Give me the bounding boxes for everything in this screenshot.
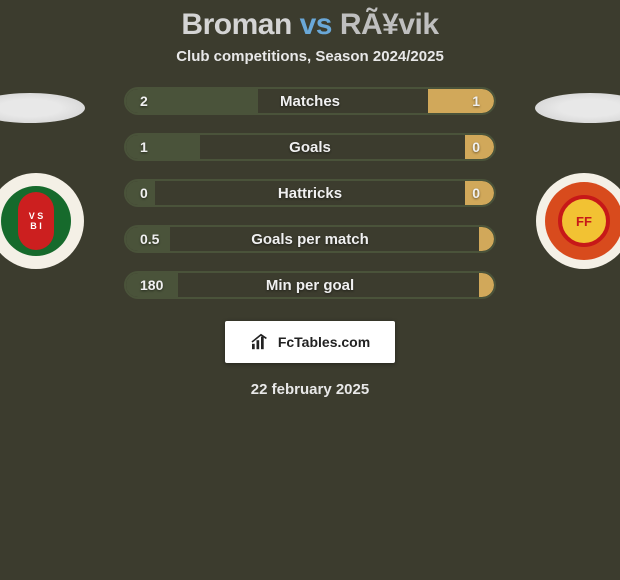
crest-ring: V S B I	[1, 186, 71, 256]
stats-table: 2Matches11Goals00Hattricks00.5Goals per …	[120, 87, 500, 299]
stat-value-left: 0	[126, 185, 196, 201]
stat-value-left: 0.5	[126, 231, 196, 247]
vs-text: vs	[300, 8, 332, 41]
comparison-card: Broman vs RÃ¥vik Club competitions, Seas…	[0, 0, 620, 398]
crest-text: FF	[576, 214, 592, 229]
branding-badge: FcTables.com	[225, 321, 395, 363]
stat-value-left: 1	[126, 139, 196, 155]
crest-ring: FF	[545, 182, 620, 260]
stat-label: Goals per match	[196, 231, 424, 248]
stat-row: 1Goals0	[124, 133, 496, 161]
stat-row: 2Matches1	[124, 87, 496, 115]
main-row: V S B I 2Matches11Goals00Hattricks00.5Go…	[0, 87, 620, 299]
page-title: Broman vs RÃ¥vik	[181, 8, 438, 42]
branding-text: FcTables.com	[278, 334, 370, 350]
stat-label: Goals	[196, 139, 424, 156]
stat-label: Hattricks	[196, 185, 424, 202]
date-text: 22 february 2025	[251, 381, 369, 398]
player1-club-crest: V S B I	[0, 173, 84, 269]
player1-silhouette	[0, 93, 85, 123]
bar-right	[479, 273, 494, 297]
right-side: FF	[500, 87, 620, 269]
player2-club-crest: FF	[536, 173, 620, 269]
crest-shield: V S B I	[18, 192, 54, 250]
stat-label: Matches	[196, 93, 424, 110]
stat-value-right: 0	[424, 139, 494, 155]
subtitle: Club competitions, Season 2024/2025	[176, 48, 444, 65]
crest-text-top: V S	[29, 211, 44, 221]
stat-value-right: 1	[424, 93, 494, 109]
player1-name: Broman	[181, 8, 291, 41]
stat-value-left: 2	[126, 93, 196, 109]
stat-label: Min per goal	[196, 277, 424, 294]
player2-silhouette	[535, 93, 620, 123]
crest-text-mid: B I	[30, 221, 42, 231]
stat-value-left: 180	[126, 277, 196, 293]
chart-icon	[250, 333, 272, 351]
stat-row: 180Min per goal	[124, 271, 496, 299]
bar-right	[479, 227, 494, 251]
left-side: V S B I	[0, 87, 120, 269]
stat-row: 0Hattricks0	[124, 179, 496, 207]
player2-name: RÃ¥vik	[340, 8, 439, 41]
stat-row: 0.5Goals per match	[124, 225, 496, 253]
stat-value-right: 0	[424, 185, 494, 201]
crest-shield: FF	[558, 195, 610, 247]
